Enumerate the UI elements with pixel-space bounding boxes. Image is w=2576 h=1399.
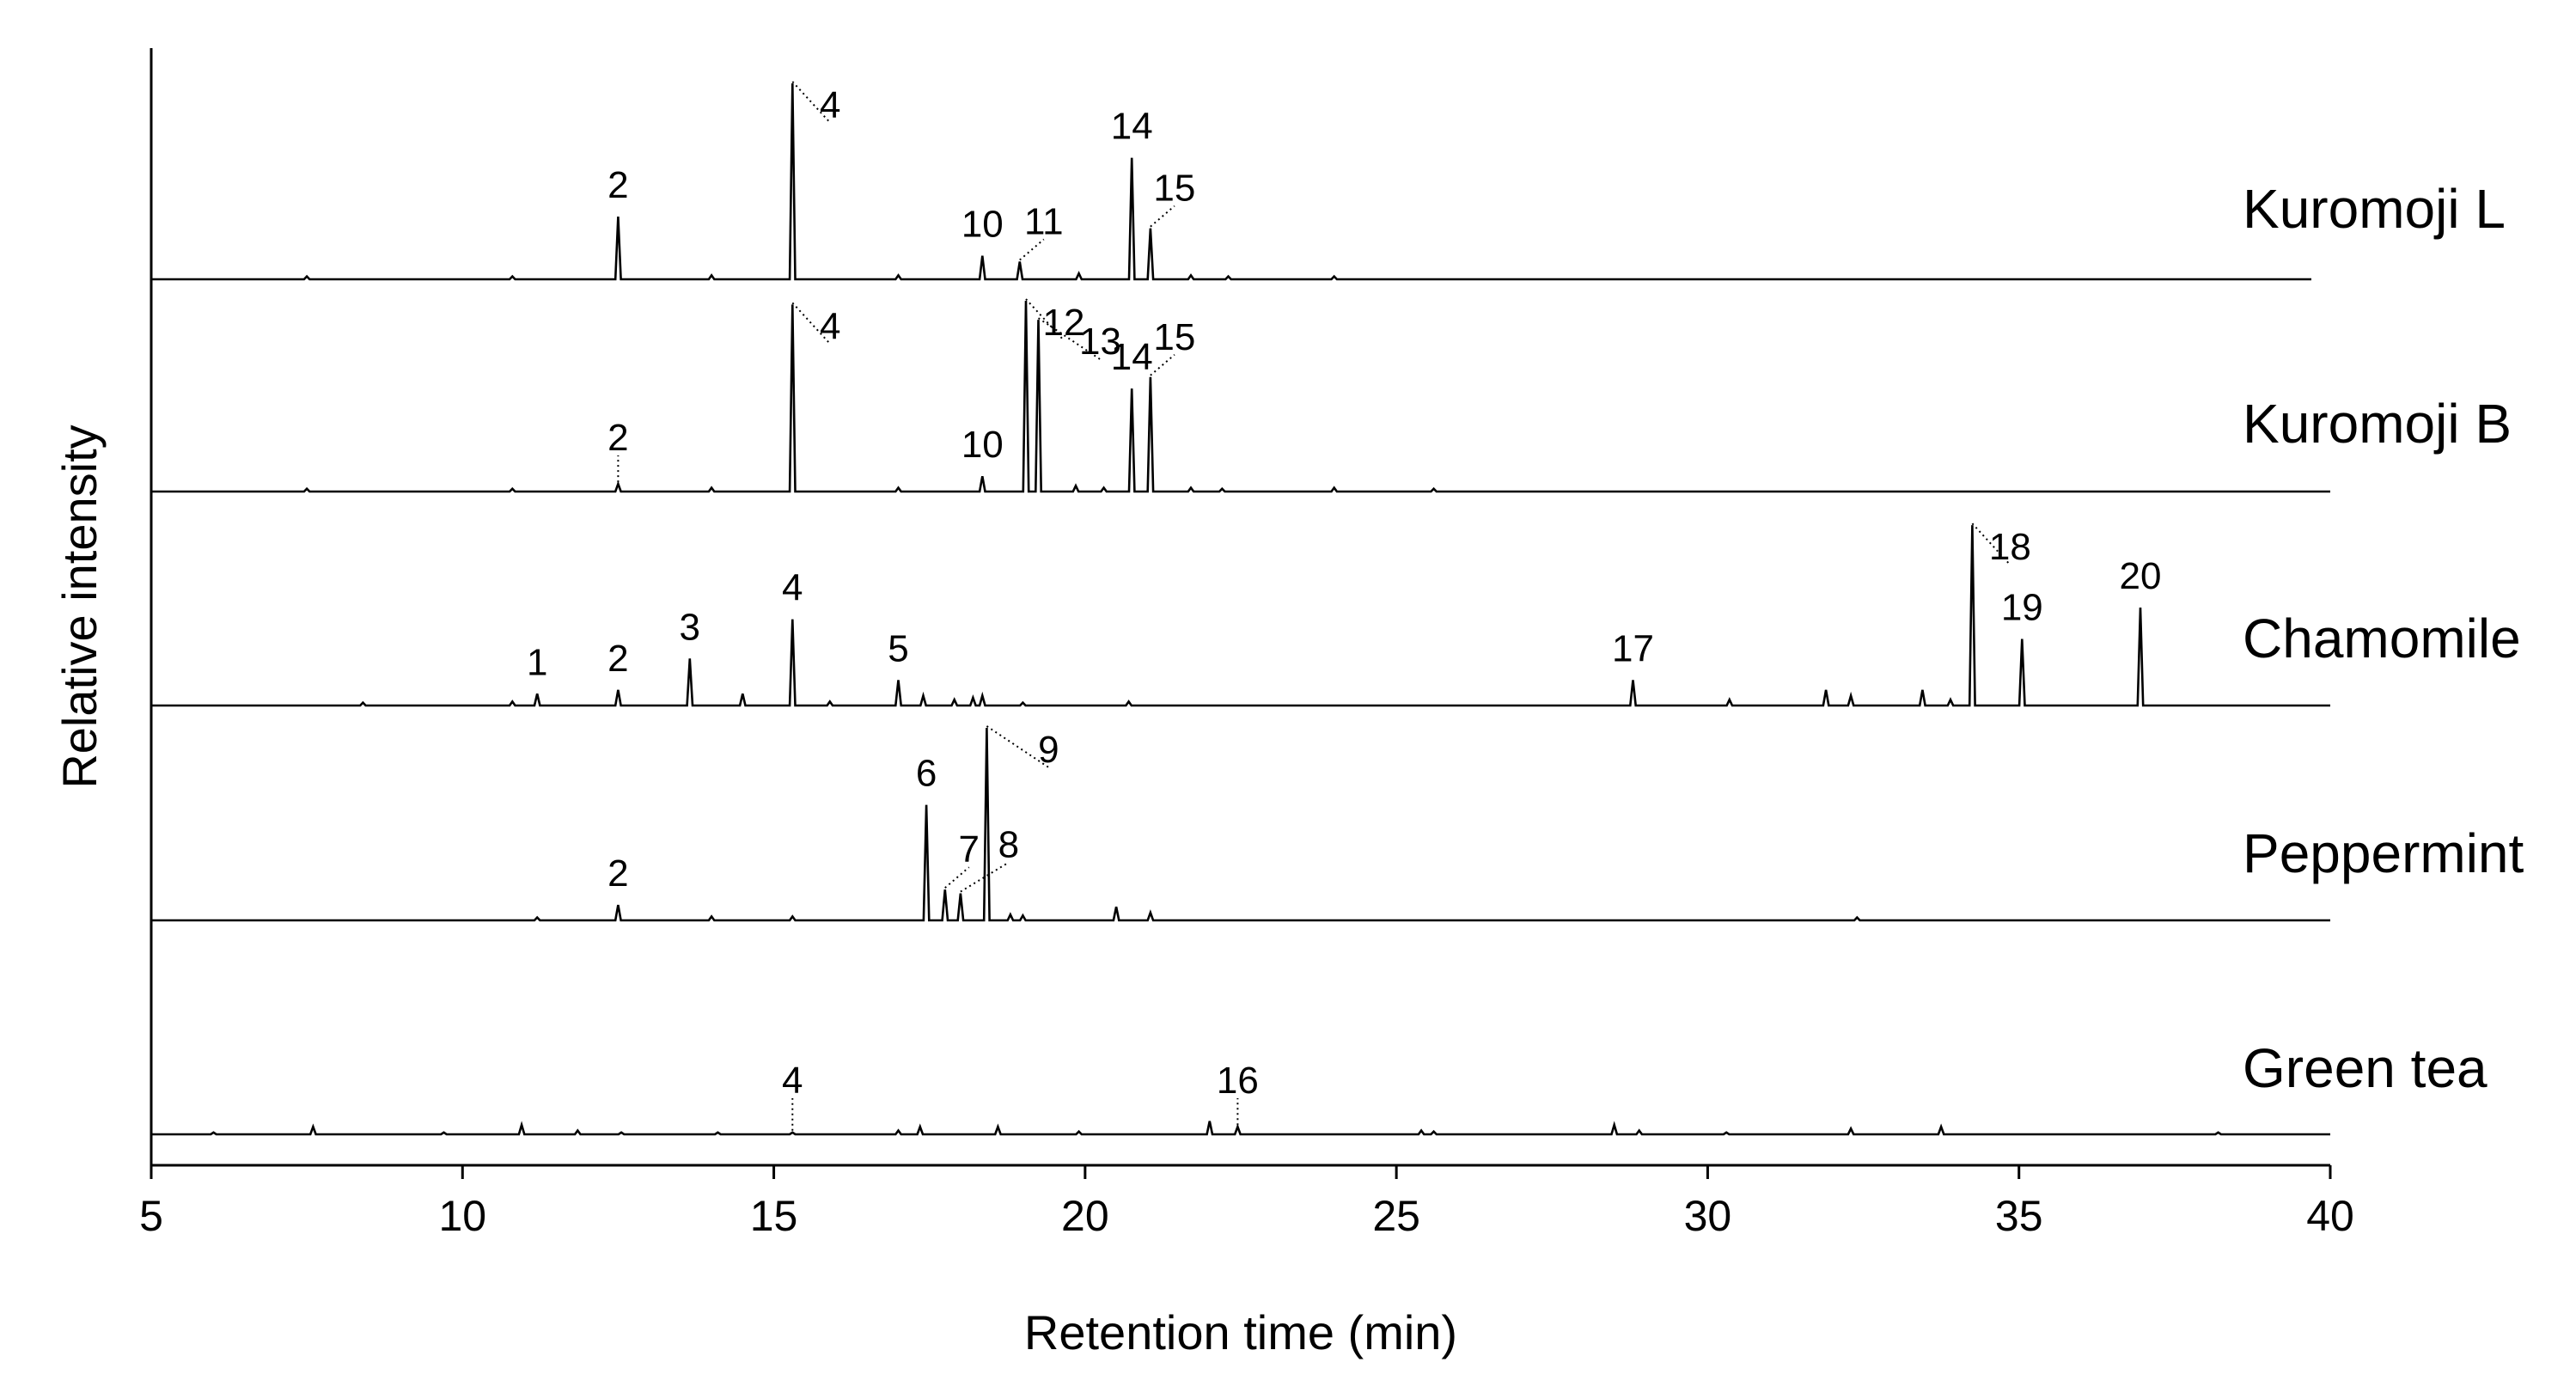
peak-label: 10	[961, 424, 1004, 466]
series-label: Peppermint	[2243, 822, 2524, 884]
trace-peppermint	[151, 727, 2330, 922]
peak-label: 17	[1612, 627, 1654, 669]
peak-label: 1	[527, 641, 547, 683]
trace-kuromoji-l	[151, 82, 2311, 281]
peak-label: 10	[961, 204, 1004, 246]
peak-leader-line	[944, 866, 970, 889]
x-ticks: 5 10 15 20 25 30 35 40	[139, 1165, 2354, 1240]
series-label: Chamomile	[2243, 608, 2521, 669]
peak-label: 5	[888, 627, 908, 669]
x-tick-label: 35	[1995, 1192, 2043, 1240]
series-labels: Kuromoji L Kuromoji B Chamomile Peppermint G…	[2243, 178, 2524, 1099]
peak-label: 3	[680, 606, 700, 648]
axes	[150, 48, 2330, 1167]
peak-leader-line	[791, 302, 832, 345]
series-label: Green tea	[2243, 1037, 2487, 1099]
x-tick-label: 30	[1684, 1192, 1732, 1240]
peak-leader-line	[1150, 354, 1175, 376]
peak-leader-line	[1019, 238, 1045, 261]
peak-label: 7	[959, 828, 980, 871]
peak-label: 12	[1043, 302, 1085, 344]
peak-label: 6	[916, 753, 937, 795]
y-axis-title: Relative intensity	[52, 425, 107, 788]
peak-label: 9	[1038, 729, 1059, 771]
peak-label: 4	[782, 1060, 803, 1102]
peak-label: 14	[1111, 336, 1153, 378]
trace-green-tea	[151, 1121, 2330, 1136]
peak-label: 13	[1079, 321, 1121, 363]
peak-leader-line	[791, 81, 832, 124]
peak-label: 19	[2001, 587, 2043, 629]
x-axis-title: Retention time (min)	[1024, 1305, 1457, 1359]
peak-label: 14	[1111, 106, 1153, 148]
trace-chamomile	[151, 525, 2330, 707]
x-tick-label: 10	[438, 1192, 486, 1240]
peak-leader-line	[1025, 298, 1065, 341]
x-tick-label: 40	[2306, 1192, 2354, 1240]
peak-label: 15	[1153, 168, 1195, 210]
peak-label: 18	[1989, 526, 2031, 568]
x-tick-label: 20	[1061, 1192, 1109, 1240]
peak-label: 4	[820, 305, 840, 347]
x-tick-label: 15	[750, 1192, 798, 1240]
chromatogram-traces	[151, 82, 2330, 1136]
peak-leader-line	[986, 725, 1049, 768]
peak-leader-line	[1971, 522, 2011, 565]
peak-leader-line	[1150, 205, 1175, 228]
peak-label: 2	[607, 164, 628, 206]
peak-label: 16	[1217, 1060, 1259, 1102]
trace-kuromoji-b	[151, 300, 2330, 493]
peak-label: 11	[1024, 201, 1064, 243]
series-label: Kuromoji L	[2243, 178, 2506, 240]
x-tick-label: 25	[1372, 1192, 1420, 1240]
peak-label: 2	[607, 638, 628, 680]
x-tick-label: 5	[139, 1192, 163, 1240]
peak-label: 2	[607, 417, 628, 459]
peak-label: 15	[1153, 316, 1195, 358]
peak-leader-line	[960, 861, 1010, 893]
peak-label: 2	[607, 852, 628, 895]
peak-label: 4	[782, 567, 803, 609]
series-label: Kuromoji B	[2243, 393, 2512, 455]
peak-label: 4	[820, 84, 840, 126]
peak-label: 20	[2120, 555, 2162, 597]
peak-leader-line	[1037, 317, 1102, 361]
peak-label: 8	[998, 824, 1019, 866]
